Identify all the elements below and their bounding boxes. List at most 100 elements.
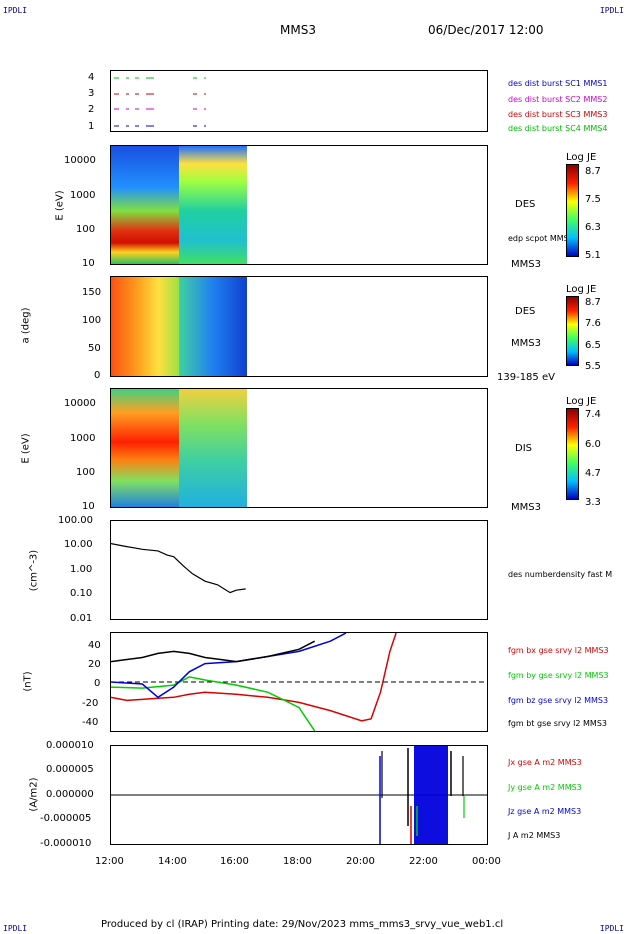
current-ytick-3: 0.000000	[46, 789, 94, 800]
des-pitch-cb-tick-3: 6.5	[585, 340, 601, 351]
des-pitch-colorbar-title: Log JE	[566, 284, 597, 295]
des-pitch-ytick-100: 100	[82, 315, 102, 326]
bfield-series-bx	[110, 632, 397, 722]
bfield-ytick-m20: -20	[82, 698, 99, 709]
density-ytick-001: 0.01	[70, 613, 93, 624]
density-ytick-10: 10.00	[64, 539, 93, 550]
dis-energy-side-label: DIS	[515, 443, 532, 454]
des-pitch-panel	[110, 276, 488, 377]
dis-energy-panel	[110, 388, 488, 508]
des-energy-side-label3: MMS3	[511, 259, 541, 270]
dis-energy-region-1	[111, 389, 179, 507]
legend-burst-sc4: des dist burst SC4 MMS4	[508, 124, 608, 133]
des-energy-ytick-10000: 10000	[64, 155, 96, 166]
des-energy-cb-tick-3: 6.3	[585, 222, 601, 233]
xtick-1600: 16:00	[220, 856, 249, 867]
bfield-series-bz	[110, 632, 347, 699]
des-energy-colorbar-title: Log JE	[566, 152, 597, 163]
des-pitch-side-label2: MMS3	[511, 338, 541, 349]
des-pitch-ylabel: a (deg)	[20, 307, 32, 344]
density-series-line	[110, 543, 246, 594]
des-pitch-cb-tick-4: 5.5	[585, 361, 601, 372]
bfield-ytick-20: 20	[88, 659, 101, 670]
bfield-ytick-40: 40	[88, 640, 101, 651]
plot-datetime: 06/Dec/2017 12:00	[428, 23, 544, 37]
des-energy-cb-tick-4: 5.1	[585, 250, 601, 261]
des-pitch-cb-tick-2: 7.6	[585, 318, 601, 329]
legend-bt: fgm bt gse srvy l2 MMS3	[508, 719, 607, 728]
bfield-ytick-m40: -40	[82, 717, 99, 728]
density-plot	[110, 543, 246, 594]
legend-burst-sc2: des dist burst SC2 MMS2	[508, 95, 608, 104]
bfield-ytick-0: 0	[94, 678, 101, 689]
des-energy-panel	[110, 145, 488, 265]
burst-ytick-4: 4	[88, 72, 95, 83]
des-pitch-ytick-50: 50	[88, 343, 101, 354]
dis-energy-heatmap	[111, 389, 247, 507]
burst-ytick-1: 1	[88, 121, 95, 132]
dis-energy-ytick-10000: 10000	[64, 398, 96, 409]
dis-energy-colorbar	[566, 408, 579, 500]
corner-mark-top-left: IPDLI	[3, 6, 28, 15]
legend-burst-sc3: des dist burst SC3 MMS3	[508, 110, 608, 119]
legend-jx: Jx gse A m2 MMS3	[508, 758, 582, 767]
dis-energy-ytick-10: 10	[82, 501, 95, 512]
xtick-1800: 18:00	[283, 856, 312, 867]
des-energy-cb-tick-2: 7.5	[585, 194, 601, 205]
density-ytick-100: 100.00	[58, 515, 93, 526]
current-jz-burst	[414, 746, 448, 844]
current-panel	[110, 745, 488, 845]
xtick-2200: 22:00	[409, 856, 438, 867]
legend-j: J A m2 MMS3	[508, 831, 561, 840]
burst-ytick-2: 2	[88, 104, 95, 115]
dis-energy-cb-tick-2: 6.0	[585, 439, 601, 450]
current-ylabel: (A/m2)	[28, 777, 40, 812]
des-energy-ytick-10: 10	[82, 258, 95, 269]
dis-energy-cb-tick-1: 7.4	[585, 409, 601, 420]
bfield-plot	[110, 632, 487, 732]
bfield-ylabel: (nT)	[22, 671, 34, 692]
xtick-2000: 20:00	[346, 856, 375, 867]
des-pitch-region-2	[179, 277, 247, 376]
burst-svg	[114, 77, 206, 127]
des-energy-region-2	[179, 146, 247, 264]
legend-jy: Jy gse A m2 MMS3	[508, 783, 582, 792]
bfield-series-by	[110, 676, 316, 732]
des-energy-ytick-100: 100	[76, 224, 96, 235]
des-pitch-ytick-0: 0	[94, 370, 101, 381]
dis-energy-colorbar-title: Log JE	[566, 396, 597, 407]
current-ytick-5: -0.000010	[40, 838, 92, 849]
des-energy-colorbar	[566, 164, 579, 257]
current-ytick-1: 0.000010	[46, 740, 94, 751]
dis-energy-side-label2: MMS3	[511, 502, 541, 513]
dis-energy-ytick-100: 100	[76, 467, 96, 478]
des-energy-ytick-1000: 1000	[70, 190, 96, 201]
dis-energy-ylabel: E (eV)	[20, 433, 32, 464]
des-energy-region-1	[111, 146, 179, 264]
legend-burst-sc1: des dist burst SC1 MMS1	[508, 79, 608, 88]
legend-bz: fgm bz gse srvy l2 MMS3	[508, 696, 609, 705]
dis-energy-region-2	[179, 389, 247, 507]
des-pitch-ytick-150: 150	[82, 287, 102, 298]
current-ytick-2: 0.000005	[46, 764, 94, 775]
dis-energy-cb-tick-3: 4.7	[585, 468, 601, 479]
mission-title: MMS3	[280, 23, 316, 37]
burst-panel	[110, 70, 488, 132]
legend-bx: fgm bx gse srvy l2 MMS3	[508, 646, 609, 655]
legend-by: fgm by gse srvy l2 MMS3	[508, 671, 609, 680]
des-pitch-side-label: DES	[515, 306, 536, 317]
des-pitch-region-1	[111, 277, 179, 376]
density-ytick-01: 0.10	[70, 588, 93, 599]
des-pitch-cb-tick-1: 8.7	[585, 297, 601, 308]
bfield-series-bt	[110, 640, 316, 663]
dis-energy-cb-tick-4: 3.3	[585, 497, 601, 508]
dis-energy-ytick-1000: 1000	[70, 433, 96, 444]
des-pitch-colorbar	[566, 296, 579, 366]
density-panel	[110, 520, 488, 620]
current-ytick-4: -0.000005	[40, 813, 92, 824]
corner-mark-bottom-left: IPDLI	[3, 924, 28, 933]
density-ylabel: (cm^-3)	[28, 549, 40, 592]
corner-mark-bottom-right: IPDLI	[599, 924, 624, 933]
bfield-panel	[110, 632, 488, 732]
density-ytick-1: 1.00	[70, 564, 93, 575]
